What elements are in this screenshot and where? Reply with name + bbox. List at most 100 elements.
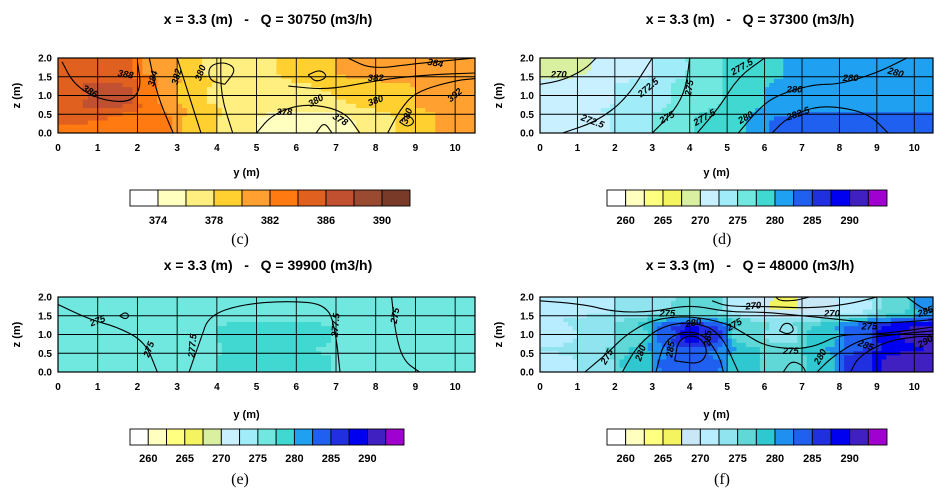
heatmap-cell (266, 317, 273, 323)
heatmap-cell (445, 66, 451, 72)
heatmap-cell (82, 355, 89, 361)
heatmap-cell (741, 78, 747, 84)
heatmap-cell (685, 120, 691, 126)
heatmap-cell (544, 355, 550, 361)
heatmap-cell (112, 124, 119, 130)
heatmap-cell (544, 58, 550, 63)
heatmap-cell (365, 66, 372, 72)
heatmap-cell (132, 297, 139, 302)
heatmap-cell (306, 363, 312, 369)
heatmap-cell (778, 78, 784, 84)
heatmap-cell (187, 87, 193, 92)
heatmap-cell (445, 124, 451, 130)
heatmap-cell (301, 305, 307, 311)
heatmap-cell (577, 355, 583, 361)
heatmap-cell (345, 128, 352, 133)
heatmap-cell (415, 334, 421, 340)
heatmap-cell (350, 99, 357, 105)
heatmap-cell (112, 363, 119, 369)
heatmap-cell (216, 301, 223, 306)
heatmap-cell (400, 317, 407, 323)
heatmap-cell (405, 301, 412, 306)
heatmap-cell (540, 62, 546, 67)
heatmap-cell (689, 128, 695, 133)
heatmap-cell (187, 62, 193, 67)
heatmap-cell (162, 62, 168, 67)
heatmap-cell (642, 95, 649, 101)
heatmap-cell (876, 62, 883, 67)
heatmap-cell (261, 363, 268, 369)
heatmap-cell (900, 99, 906, 105)
heatmap-cell (572, 322, 579, 327)
heatmap-cell (177, 297, 183, 302)
heatmap-cell (187, 342, 193, 348)
heatmap-cell (816, 91, 822, 97)
colorbar: 260 265 270 275 280 285 290 (129, 428, 405, 465)
heatmap-cell (316, 83, 322, 88)
heatmap-cell (638, 103, 644, 109)
x-tick-label: 10 (450, 143, 462, 154)
heatmap-cell (152, 120, 158, 126)
heatmap-cell (773, 103, 780, 109)
heatmap-cell (201, 95, 208, 101)
heatmap-cell (395, 91, 402, 97)
heatmap-cell (365, 95, 372, 101)
heatmap-cell (816, 66, 822, 72)
heatmap-cell (127, 317, 134, 323)
heatmap-cell (549, 355, 555, 361)
heatmap-cell (316, 347, 322, 352)
heatmap-cell (395, 330, 402, 336)
heatmap-cell (638, 99, 644, 105)
heatmap-cell (661, 62, 667, 67)
heatmap-cell (614, 108, 621, 113)
heatmap-cell (241, 355, 248, 361)
heatmap-cell (82, 309, 89, 315)
heatmap-cell (582, 322, 588, 327)
heatmap-cell (783, 83, 789, 88)
heatmap-cell (375, 338, 382, 344)
heatmap-cell (430, 297, 436, 302)
heatmap-cell (802, 95, 808, 101)
heatmap-cell (340, 62, 347, 67)
heatmap-cell (375, 95, 382, 101)
heatmap-cell (355, 342, 362, 348)
heatmap-cell (689, 103, 695, 109)
heatmap-cell (741, 62, 747, 67)
heatmap-cell (390, 363, 397, 369)
heatmap-cell (600, 87, 607, 92)
heatmap-cell (306, 78, 312, 84)
heatmap-cell (117, 367, 124, 372)
heatmap-cell (731, 62, 738, 67)
heatmap-cell (699, 66, 705, 72)
heatmap-cell (596, 347, 602, 352)
heatmap-cell (231, 87, 238, 92)
heatmap-cell (435, 301, 441, 306)
heatmap-cell (187, 309, 193, 315)
heatmap-cell (226, 334, 233, 340)
heatmap-cell (638, 70, 644, 76)
heatmap-cell (201, 305, 208, 311)
heatmap-cell (470, 108, 475, 113)
heatmap-cell (291, 87, 297, 92)
heatmap-cell (455, 116, 461, 122)
heatmap-cell (460, 301, 466, 306)
heatmap-cell (266, 87, 273, 92)
heatmap-cell (572, 87, 579, 92)
heatmap-cell (703, 116, 710, 122)
heatmap-cell (577, 342, 583, 348)
heatmap-cell (862, 87, 869, 92)
heatmap-cell (540, 103, 546, 109)
heatmap-cell (107, 62, 114, 67)
heatmap-cell (340, 87, 347, 92)
heatmap-cell (544, 305, 550, 311)
heatmap-cell (591, 322, 597, 327)
heatmap-cell (216, 128, 223, 133)
heatmap-cell (928, 70, 933, 76)
heatmap-cell (582, 301, 588, 306)
heatmap-cell (122, 342, 129, 348)
heatmap-cell (727, 108, 733, 113)
heatmap-cell (844, 99, 850, 105)
heatmap-cell (465, 297, 471, 302)
colorbar-swatch (166, 428, 186, 446)
heatmap-cell (619, 58, 625, 63)
